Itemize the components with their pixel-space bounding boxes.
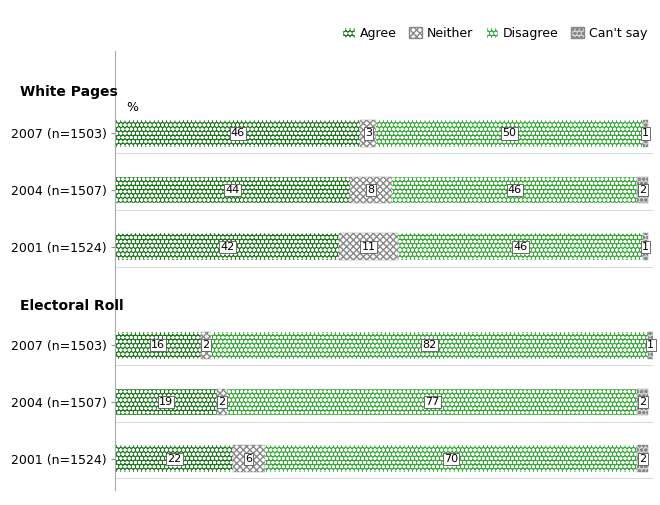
Bar — [643, 233, 648, 261]
Bar — [211, 332, 648, 359]
Bar — [339, 233, 398, 261]
Bar — [216, 388, 227, 416]
Text: 46: 46 — [231, 128, 245, 138]
Bar — [648, 332, 653, 359]
Bar — [115, 445, 233, 472]
Bar — [227, 388, 638, 416]
Text: 44: 44 — [226, 185, 240, 195]
Text: 1: 1 — [647, 340, 654, 350]
Text: 70: 70 — [444, 454, 458, 464]
Text: 1: 1 — [642, 242, 649, 252]
Bar — [350, 177, 393, 204]
Text: 2: 2 — [639, 454, 646, 464]
Bar — [376, 120, 643, 146]
Bar — [201, 332, 211, 359]
Bar — [115, 233, 339, 261]
Bar — [643, 120, 648, 146]
Text: 2: 2 — [218, 397, 226, 407]
Bar — [398, 233, 643, 261]
Text: 6: 6 — [245, 454, 252, 464]
Text: %: % — [126, 101, 138, 114]
Text: 2: 2 — [639, 185, 646, 195]
Text: 2: 2 — [203, 340, 210, 350]
Bar — [638, 388, 648, 416]
Bar — [115, 332, 201, 359]
Text: 3: 3 — [365, 128, 372, 138]
Text: 1: 1 — [642, 128, 649, 138]
Text: 82: 82 — [422, 340, 437, 350]
Bar — [115, 388, 216, 416]
Bar — [638, 445, 648, 472]
Text: 11: 11 — [362, 242, 376, 252]
Bar — [115, 177, 350, 204]
Text: 19: 19 — [159, 397, 173, 407]
Bar — [265, 445, 638, 472]
Bar — [393, 177, 638, 204]
Text: 50: 50 — [503, 128, 517, 138]
Text: 8: 8 — [368, 185, 375, 195]
Text: 2: 2 — [639, 397, 646, 407]
Text: White Pages: White Pages — [20, 85, 117, 99]
Text: 46: 46 — [508, 185, 522, 195]
Text: Electoral Roll: Electoral Roll — [20, 299, 123, 314]
Text: 16: 16 — [151, 340, 165, 350]
Text: 22: 22 — [167, 454, 182, 464]
Text: 46: 46 — [513, 242, 527, 252]
Bar — [115, 120, 360, 146]
Text: 42: 42 — [220, 242, 234, 252]
Bar — [233, 445, 265, 472]
Bar — [638, 177, 648, 204]
Legend: Agree, Neither, Disagree, Can't say: Agree, Neither, Disagree, Can't say — [343, 27, 647, 40]
Text: 77: 77 — [425, 397, 440, 407]
Bar — [360, 120, 376, 146]
